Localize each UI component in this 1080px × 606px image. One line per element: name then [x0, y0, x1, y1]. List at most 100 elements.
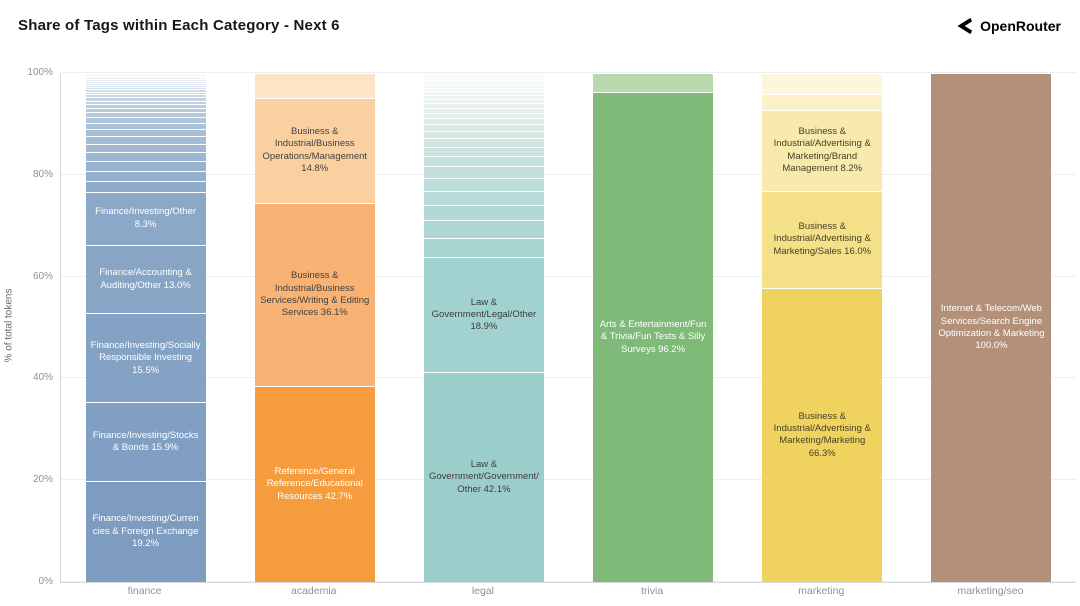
segment-label: Finance/Investing/Other 8.3%: [95, 206, 196, 230]
segment-label: Law & Government/Government/Other 42.1%: [429, 459, 539, 495]
bar-finance: Finance/Investing/Currencies & Foreign E…: [85, 72, 206, 582]
bar-segment[interactable]: [593, 73, 714, 92]
bar-segment[interactable]: [423, 166, 544, 178]
bar-segment[interactable]: Law & Government/Government/Other 42.1%: [423, 372, 544, 582]
bar-segment[interactable]: [423, 103, 544, 108]
bar-segment[interactable]: [423, 73, 544, 76]
segment-label: Finance/Investing/Socially Responsible I…: [90, 339, 201, 376]
bar-segment[interactable]: [423, 124, 544, 131]
bar-segment[interactable]: [423, 130, 544, 139]
bar-legal: Law & Government/Government/Other 42.1% L…: [423, 73, 544, 582]
bar-segment[interactable]: Law & Government/Legal/Other 18.9%: [423, 257, 544, 373]
bar-segment[interactable]: [85, 180, 206, 192]
bar-column-trivia: Arts & Entertainment/Fun & Trivia/Fun Te…: [569, 73, 738, 582]
bar-segment[interactable]: [85, 74, 206, 76]
bar-segment[interactable]: [423, 155, 544, 167]
bar-segment[interactable]: [423, 88, 544, 92]
bar-segment[interactable]: [423, 98, 544, 104]
bar-segment[interactable]: [423, 237, 544, 258]
bar-segment[interactable]: Business & Industrial/Advertising & Mark…: [762, 287, 883, 582]
bar-segment[interactable]: Finance/Investing/Currencies & Foreign E…: [85, 480, 206, 582]
bar-segment[interactable]: [423, 94, 544, 99]
bar-segment[interactable]: Finance/Accounting & Auditing/Other 13.0…: [85, 244, 206, 314]
bar-segment[interactable]: [85, 84, 206, 87]
bar-segment[interactable]: [85, 112, 206, 118]
bar-segment[interactable]: Reference/General Reference/Educational …: [254, 386, 375, 582]
segment-label: Finance/Accounting & Auditing/Other 13.0…: [99, 267, 192, 291]
bar-segment[interactable]: Finance/Investing/Other 8.3%: [85, 191, 206, 245]
bar-segment[interactable]: [85, 108, 206, 113]
bar-segment[interactable]: [423, 177, 544, 191]
bar-segment[interactable]: [85, 75, 206, 78]
segment-label: Finance/Investing/Currencies & Foreign E…: [92, 513, 199, 549]
openrouter-logo-icon: [954, 16, 974, 36]
bar-segment[interactable]: [762, 93, 883, 110]
bar-segment[interactable]: Business & Industrial/Business Operation…: [254, 97, 375, 203]
bar-segment[interactable]: [423, 138, 544, 147]
bar-segment[interactable]: Business & Industrial/Advertising & Mark…: [762, 190, 883, 288]
bar-segment[interactable]: Business & Industrial/Advertising & Mark…: [762, 109, 883, 191]
bar-segment[interactable]: [254, 73, 375, 98]
bar-column-legal: Law & Government/Government/Other 42.1% L…: [399, 73, 568, 582]
y-tick-label: 60%: [32, 270, 53, 282]
gridline: [61, 173, 1076, 175]
gridline: [61, 377, 1076, 379]
bar-segment[interactable]: [85, 97, 206, 101]
bar-segment[interactable]: [423, 85, 544, 89]
bar-segment[interactable]: [85, 143, 206, 153]
y-tick-label: 100%: [27, 67, 53, 78]
bar-segment[interactable]: [423, 91, 544, 95]
bar-segment[interactable]: [85, 89, 206, 92]
bar-segment[interactable]: [85, 117, 206, 123]
y-axis-ticks: 0% 20% 40% 60% 80% 100%: [0, 67, 53, 587]
x-axis-labels: finance academia legal trivia marketing marke…: [60, 585, 1075, 597]
bar-segment[interactable]: [85, 104, 206, 109]
bar-segment[interactable]: [85, 129, 206, 137]
bar-segment[interactable]: [423, 190, 544, 205]
x-tick-label-marketing/seo: marketing/seo: [957, 585, 1024, 597]
bar-segment[interactable]: Finance/Investing/Socially Responsible I…: [85, 313, 206, 403]
bar-segment[interactable]: [762, 73, 883, 94]
bar-segment[interactable]: [85, 152, 206, 161]
bar-segment[interactable]: [85, 123, 206, 130]
bar-segment[interactable]: Finance/Investing/Stocks & Bonds 15.9%: [85, 402, 206, 481]
bar-segment[interactable]: Internet & Telecom/Web Services/Search E…: [931, 73, 1052, 582]
bar-segment[interactable]: [85, 91, 206, 95]
bar-segment[interactable]: [423, 77, 544, 80]
bar-segment[interactable]: [85, 160, 206, 171]
bar-segment[interactable]: [423, 146, 544, 156]
segment-label: Business & Industrial/Advertising & Mark…: [773, 410, 871, 459]
segment-label: Business & Industrial/Advertising & Mark…: [773, 126, 871, 175]
segment-label: Business & Industrial/Business Operation…: [262, 125, 368, 174]
x-tick-label-marketing: marketing: [798, 585, 845, 597]
bar-segment[interactable]: [85, 82, 206, 85]
bar-column-finance: Finance/Investing/Currencies & Foreign E…: [61, 72, 230, 582]
chart-title: Share of Tags within Each Category - Nex…: [18, 17, 340, 34]
bar-segment[interactable]: [423, 107, 544, 113]
segment-label: Arts & Entertainment/Fun & Trivia/Fun Te…: [599, 318, 707, 355]
bar-segment[interactable]: [423, 220, 544, 238]
segment-label: Business & Industrial/Advertising & Mark…: [773, 221, 872, 257]
segment-label: Internet & Telecom/Web Services/Search E…: [938, 303, 1045, 352]
bar-segment[interactable]: Business & Industrial/Business Services/…: [254, 202, 375, 387]
bar-segment[interactable]: [85, 86, 206, 90]
y-tick-label: 40%: [32, 372, 53, 384]
bar-segment[interactable]: [85, 94, 206, 98]
bar-segment[interactable]: [85, 72, 206, 75]
bar-segment[interactable]: [423, 118, 544, 125]
bar-academia: Reference/General Reference/Educational …: [254, 73, 375, 582]
bar-segment[interactable]: [85, 77, 206, 79]
bar-segment[interactable]: [423, 82, 544, 86]
bar-segment[interactable]: Arts & Entertainment/Fun & Trivia/Fun Te…: [593, 91, 714, 582]
bar-segment[interactable]: [85, 80, 206, 83]
bar-segment[interactable]: [423, 204, 544, 221]
bar-segment[interactable]: [423, 75, 544, 78]
bar-segment[interactable]: [85, 170, 206, 181]
bar-segment[interactable]: [423, 112, 544, 119]
openrouter-brand[interactable]: OpenRouter: [954, 16, 1061, 36]
segment-label: Business & Industrial/Business Services/…: [260, 270, 370, 319]
bar-segment[interactable]: [85, 100, 206, 105]
bar-segment[interactable]: [423, 79, 544, 83]
bar-segment[interactable]: [85, 78, 206, 81]
bar-segment[interactable]: [85, 136, 206, 144]
